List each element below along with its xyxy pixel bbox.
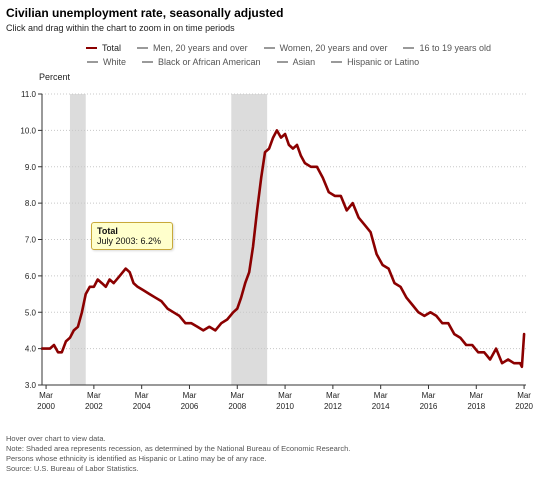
x-tick-label-month: Mar: [183, 391, 197, 400]
legend-item-black[interactable]: Black or African American: [142, 57, 261, 67]
footnote-ethnicity: Persons whose ethnicity is identified as…: [6, 454, 267, 463]
legend-swatch: [87, 61, 98, 63]
x-tick-label-year: 2008: [228, 402, 246, 411]
legend-item-asian[interactable]: Asian: [276, 57, 316, 67]
legend-label: Black or African American: [158, 57, 261, 67]
tooltip-text: July 2003: 6.2%: [97, 236, 162, 246]
y-tick-label: 8.0: [25, 199, 37, 208]
x-tick-label-month: Mar: [135, 391, 149, 400]
legend-swatch: [86, 46, 97, 50]
x-tick-label-month: Mar: [469, 391, 483, 400]
footnote-hover: Hover over chart to view data.: [6, 434, 106, 443]
x-tick-label-year: 2010: [276, 402, 294, 411]
legend-swatch: [331, 61, 343, 63]
legend-swatch: [263, 47, 275, 49]
legend-item-hispanic[interactable]: Hispanic or Latino: [331, 57, 419, 67]
x-tick-label-year: 2014: [372, 402, 390, 411]
legend-swatch: [137, 47, 149, 49]
x-tick-label-year: 2000: [37, 402, 55, 411]
legend-item-white[interactable]: White: [87, 57, 126, 67]
legend-label: Women, 20 years and over: [279, 43, 388, 53]
x-tick-label-month: Mar: [517, 391, 531, 400]
x-tick-label-year: 2006: [181, 402, 199, 411]
legend-label: White: [103, 57, 127, 67]
y-tick-label: 3.0: [25, 381, 37, 390]
x-tick-label-year: 2016: [420, 402, 438, 411]
legend-label: Hispanic or Latino: [347, 57, 420, 67]
legend-label: Asian: [292, 57, 316, 67]
y-tick-label: 7.0: [25, 236, 37, 245]
y-tick-label: 9.0: [25, 163, 37, 172]
y-axis-label: Percent: [39, 72, 71, 82]
x-tick-label-month: Mar: [422, 391, 436, 400]
x-tick-label-year: 2004: [133, 402, 151, 411]
legend-swatch: [276, 61, 288, 63]
legend-label: Men, 20 years and over: [153, 43, 248, 53]
y-tick-label: 5.0: [25, 308, 37, 317]
legend-label: 16 to 19 years old: [419, 43, 492, 53]
legend-item-men[interactable]: Men, 20 years and over: [137, 43, 248, 53]
legend-item-women[interactable]: Women, 20 years and over: [263, 43, 388, 53]
tooltip-title: Total: [97, 226, 118, 236]
footnote-recession: Note: Shaded area represents recession, …: [6, 444, 351, 453]
series-layer: [40, 129, 526, 369]
x-tick-label-month: Mar: [87, 391, 101, 400]
legend-row-2: White Black or African American Asian Hi…: [86, 55, 526, 69]
footnotes: Hover over chart to view data. Note: Sha…: [6, 434, 350, 474]
x-tick-label-month: Mar: [278, 391, 292, 400]
y-tick-label: 10.0: [20, 126, 36, 135]
x-tick-label-month: Mar: [374, 391, 388, 400]
data-tooltip: Total July 2003: 6.2%: [91, 222, 173, 250]
x-tick-label-year: 2002: [85, 402, 103, 411]
legend-swatch: [142, 61, 154, 63]
legend-row-1: Total Men, 20 years and over Women, 20 y…: [86, 41, 526, 55]
x-tick-label-year: 2020: [515, 402, 533, 411]
y-tick-label: 11.0: [21, 90, 37, 99]
x-tick-label-year: 2012: [324, 402, 342, 411]
legend-item-teens[interactable]: 16 to 19 years old: [403, 43, 491, 53]
tick-layer: 3.0 4.0 5.0 6.0 7.0 8.0 9.0 10.0 11.0 Mar 2000 Mar 2…: [20, 90, 533, 411]
x-tick-label-month: Mar: [39, 391, 53, 400]
x-tick-label-month: Mar: [230, 391, 244, 400]
x-tick-label-month: Mar: [326, 391, 340, 400]
legend: Total Men, 20 years and over Women, 20 y…: [86, 41, 526, 69]
y-tick-label: 4.0: [25, 345, 37, 354]
legend-swatch: [403, 47, 415, 49]
legend-item-total[interactable]: Total: [86, 43, 121, 53]
x-tick-label-year: 2018: [467, 402, 485, 411]
y-tick-label: 6.0: [25, 272, 37, 281]
series-line-total: [40, 129, 526, 369]
legend-label: Total: [102, 43, 122, 53]
chart-title: Civilian unemployment rate, seasonally a…: [6, 6, 284, 20]
footnote-source: Source: U.S. Bureau of Labor Statistics.: [6, 464, 139, 473]
chart-subtitle: Click and drag within the chart to zoom …: [6, 23, 235, 33]
